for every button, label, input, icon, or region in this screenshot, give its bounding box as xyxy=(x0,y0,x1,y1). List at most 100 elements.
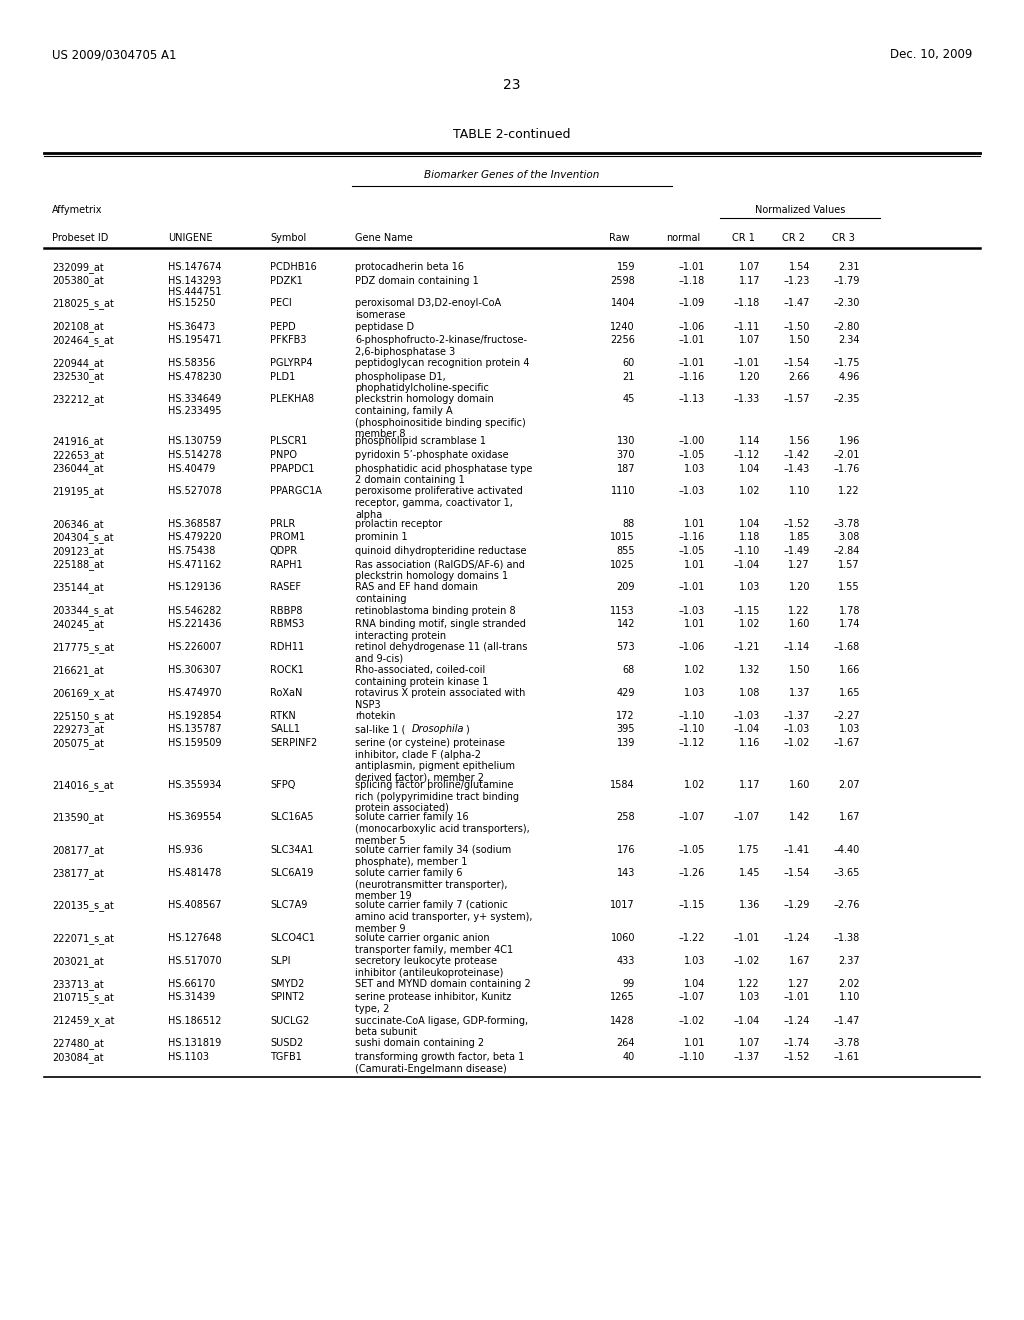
Text: 143: 143 xyxy=(616,869,635,878)
Text: 1.16: 1.16 xyxy=(738,738,760,748)
Text: 232099_at: 232099_at xyxy=(52,261,103,273)
Text: 203084_at: 203084_at xyxy=(52,1052,103,1063)
Text: –1.54: –1.54 xyxy=(783,869,810,878)
Text: 1.02: 1.02 xyxy=(738,619,760,630)
Text: 1.78: 1.78 xyxy=(839,606,860,615)
Text: 1.20: 1.20 xyxy=(788,582,810,593)
Text: SET and MYND domain containing 2: SET and MYND domain containing 2 xyxy=(355,979,530,989)
Text: 1.02: 1.02 xyxy=(738,487,760,496)
Text: 214016_s_at: 214016_s_at xyxy=(52,780,114,791)
Text: 209123_at: 209123_at xyxy=(52,546,103,557)
Text: CR 3: CR 3 xyxy=(833,234,855,243)
Text: serine (or cysteine) proteinase
inhibitor, clade F (alpha-2
antiplasmin, pigment: serine (or cysteine) proteinase inhibito… xyxy=(355,738,515,783)
Text: 1.07: 1.07 xyxy=(738,335,760,345)
Text: –1.68: –1.68 xyxy=(834,642,860,652)
Text: –1.13: –1.13 xyxy=(679,395,705,404)
Text: –1.41: –1.41 xyxy=(783,845,810,855)
Text: HS.546282: HS.546282 xyxy=(168,606,221,615)
Text: US 2009/0304705 A1: US 2009/0304705 A1 xyxy=(52,48,176,61)
Text: –1.16: –1.16 xyxy=(679,371,705,381)
Text: 1.02: 1.02 xyxy=(683,665,705,675)
Text: HS.129136: HS.129136 xyxy=(168,582,221,593)
Text: UNIGENE: UNIGENE xyxy=(168,234,213,243)
Text: –1.42: –1.42 xyxy=(783,450,810,459)
Text: Probeset ID: Probeset ID xyxy=(52,234,109,243)
Text: ): ) xyxy=(465,725,469,734)
Text: –1.18: –1.18 xyxy=(679,276,705,285)
Text: 264: 264 xyxy=(616,1039,635,1048)
Text: PGLYRP4: PGLYRP4 xyxy=(270,358,312,368)
Text: retinol dehydrogenase 11 (all-trans
and 9-cis): retinol dehydrogenase 11 (all-trans and … xyxy=(355,642,527,664)
Text: –2.84: –2.84 xyxy=(834,546,860,556)
Text: 1015: 1015 xyxy=(610,532,635,543)
Text: –2.30: –2.30 xyxy=(834,298,860,309)
Text: –1.02: –1.02 xyxy=(679,1015,705,1026)
Text: 3.08: 3.08 xyxy=(839,532,860,543)
Text: –3.65: –3.65 xyxy=(834,869,860,878)
Text: 99: 99 xyxy=(623,979,635,989)
Text: –1.43: –1.43 xyxy=(783,463,810,474)
Text: 1584: 1584 xyxy=(610,780,635,789)
Text: HS.130759: HS.130759 xyxy=(168,437,221,446)
Text: –1.49: –1.49 xyxy=(783,546,810,556)
Text: –1.52: –1.52 xyxy=(783,519,810,529)
Text: 1.45: 1.45 xyxy=(738,869,760,878)
Text: –1.23: –1.23 xyxy=(783,276,810,285)
Text: HS.147674: HS.147674 xyxy=(168,261,221,272)
Text: –1.61: –1.61 xyxy=(834,1052,860,1063)
Text: Biomarker Genes of the Invention: Biomarker Genes of the Invention xyxy=(424,170,600,180)
Text: 1.01: 1.01 xyxy=(684,519,705,529)
Text: PCDHB16: PCDHB16 xyxy=(270,261,316,272)
Text: HS.471162: HS.471162 xyxy=(168,560,221,569)
Text: 1.37: 1.37 xyxy=(788,688,810,698)
Text: HS.186512: HS.186512 xyxy=(168,1015,221,1026)
Text: SLC6A19: SLC6A19 xyxy=(270,869,313,878)
Text: –1.11: –1.11 xyxy=(734,322,760,331)
Text: solute carrier organic anion
transporter family, member 4C1: solute carrier organic anion transporter… xyxy=(355,933,513,954)
Text: 1.57: 1.57 xyxy=(839,560,860,569)
Text: 258: 258 xyxy=(616,813,635,822)
Text: 205380_at: 205380_at xyxy=(52,276,103,286)
Text: quinoid dihydropteridine reductase: quinoid dihydropteridine reductase xyxy=(355,546,526,556)
Text: HS.127648: HS.127648 xyxy=(168,933,221,942)
Text: 225188_at: 225188_at xyxy=(52,560,103,570)
Text: PLSCR1: PLSCR1 xyxy=(270,437,307,446)
Text: 1.14: 1.14 xyxy=(738,437,760,446)
Text: 2.66: 2.66 xyxy=(788,371,810,381)
Text: SLPI: SLPI xyxy=(270,956,291,966)
Text: PEPD: PEPD xyxy=(270,322,296,331)
Text: 1.04: 1.04 xyxy=(738,519,760,529)
Text: PPAPDC1: PPAPDC1 xyxy=(270,463,314,474)
Text: 210715_s_at: 210715_s_at xyxy=(52,993,114,1003)
Text: –1.15: –1.15 xyxy=(733,606,760,615)
Text: –1.16: –1.16 xyxy=(679,532,705,543)
Text: 142: 142 xyxy=(616,619,635,630)
Text: SFPQ: SFPQ xyxy=(270,780,295,789)
Text: 1.03: 1.03 xyxy=(738,993,760,1002)
Text: 1.03: 1.03 xyxy=(738,582,760,593)
Text: HS.31439: HS.31439 xyxy=(168,993,215,1002)
Text: TABLE 2-continued: TABLE 2-continued xyxy=(454,128,570,141)
Text: 1.01: 1.01 xyxy=(684,560,705,569)
Text: HS.221436: HS.221436 xyxy=(168,619,221,630)
Text: –1.03: –1.03 xyxy=(783,725,810,734)
Text: HS.159509: HS.159509 xyxy=(168,738,221,748)
Text: 1.60: 1.60 xyxy=(788,619,810,630)
Text: 2.31: 2.31 xyxy=(839,261,860,272)
Text: PECI: PECI xyxy=(270,298,292,309)
Text: –1.03: –1.03 xyxy=(679,606,705,615)
Text: 159: 159 xyxy=(616,261,635,272)
Text: –1.01: –1.01 xyxy=(679,358,705,368)
Text: PDZK1: PDZK1 xyxy=(270,276,303,285)
Text: RAPH1: RAPH1 xyxy=(270,560,303,569)
Text: RTKN: RTKN xyxy=(270,711,296,721)
Text: 238177_at: 238177_at xyxy=(52,869,103,879)
Text: PNPO: PNPO xyxy=(270,450,297,459)
Text: HS.369554: HS.369554 xyxy=(168,813,221,822)
Text: solute carrier family 7 (cationic
amino acid transporter, y+ system),
member 9: solute carrier family 7 (cationic amino … xyxy=(355,900,532,933)
Text: SLCO4C1: SLCO4C1 xyxy=(270,933,315,942)
Text: 1.10: 1.10 xyxy=(839,993,860,1002)
Text: 1.22: 1.22 xyxy=(839,487,860,496)
Text: CR 2: CR 2 xyxy=(782,234,805,243)
Text: PRLR: PRLR xyxy=(270,519,295,529)
